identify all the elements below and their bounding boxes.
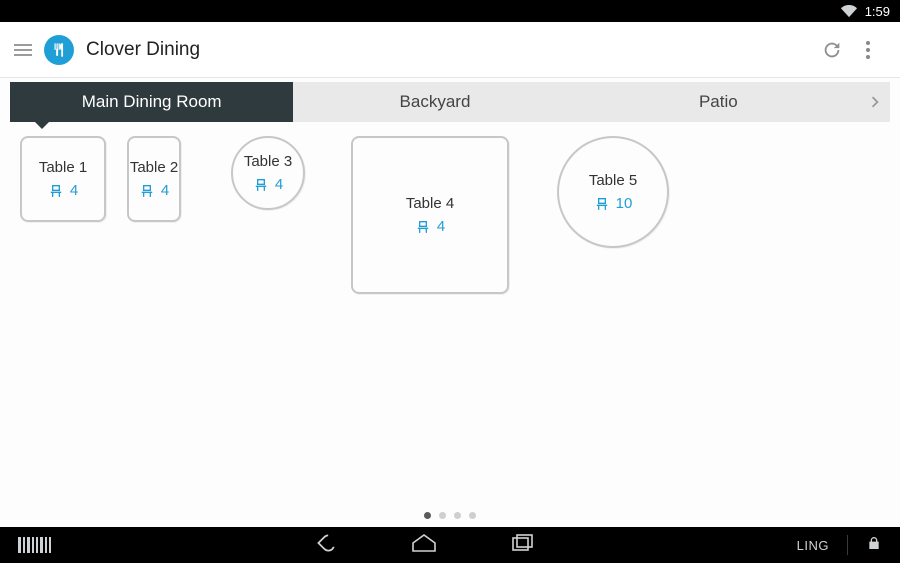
table-seat-count: 4 (139, 182, 169, 199)
menu-icon[interactable] (14, 44, 32, 56)
nav-user-label[interactable]: LING (797, 538, 829, 553)
table-name: Table 1 (39, 159, 87, 176)
table-5[interactable]: Table 5 10 (557, 136, 669, 248)
table-2[interactable]: Table 2 4 (127, 136, 181, 222)
tab-patio[interactable]: Patio (577, 82, 860, 122)
page-dot[interactable] (454, 512, 461, 519)
status-time: 1:59 (865, 4, 890, 19)
tab-label: Backyard (400, 92, 471, 112)
tabs-scroll-right-icon[interactable] (860, 82, 890, 122)
app-bar: Clover Dining (0, 22, 900, 78)
table-seat-count: 4 (415, 218, 445, 235)
seat-number: 4 (437, 218, 445, 235)
table-1[interactable]: Table 1 4 (20, 136, 106, 222)
table-seat-count: 4 (253, 176, 283, 193)
table-3[interactable]: Table 3 4 (231, 136, 305, 210)
tab-label: Patio (699, 92, 738, 112)
seat-number: 4 (70, 182, 78, 199)
page-dot[interactable] (424, 512, 431, 519)
page-dot[interactable] (469, 512, 476, 519)
lock-icon[interactable] (866, 535, 882, 556)
table-seat-count: 4 (48, 182, 78, 199)
nav-separator (847, 535, 848, 555)
nav-back-icon[interactable] (313, 530, 339, 561)
table-4[interactable]: Table 4 4 (351, 136, 509, 294)
app-title: Clover Dining (86, 39, 200, 61)
nav-home-icon[interactable] (409, 531, 439, 560)
app-logo-icon (44, 35, 74, 65)
tab-backyard[interactable]: Backyard (293, 82, 576, 122)
chair-icon (415, 219, 431, 235)
table-name: Table 2 (130, 159, 178, 176)
barcode-icon[interactable] (18, 537, 51, 553)
page-dot[interactable] (439, 512, 446, 519)
android-nav-bar: LING (0, 527, 900, 563)
chair-icon (139, 183, 155, 199)
nav-recent-icon[interactable] (509, 531, 535, 560)
chair-icon (594, 196, 610, 212)
page-indicator (0, 512, 900, 519)
overflow-menu-icon[interactable] (850, 32, 886, 68)
chair-icon (253, 177, 269, 193)
seat-number: 10 (616, 195, 633, 212)
table-name: Table 3 (244, 153, 292, 170)
table-name: Table 4 (406, 195, 454, 212)
seat-number: 4 (275, 176, 283, 193)
chair-icon (48, 183, 64, 199)
android-status-bar: 1:59 (0, 0, 900, 22)
refresh-icon[interactable] (814, 32, 850, 68)
section-tabs: Main Dining Room Backyard Patio (10, 82, 890, 122)
table-name: Table 5 (589, 172, 637, 189)
seat-number: 4 (161, 182, 169, 199)
floor-plan: Table 1 4 Table 2 4 Table 3 4 Table 4 4 Table 5 1… (0, 122, 900, 512)
table-seat-count: 10 (594, 195, 633, 212)
wifi-icon (841, 3, 857, 19)
tab-label: Main Dining Room (82, 92, 222, 112)
tab-main-dining-room[interactable]: Main Dining Room (10, 82, 293, 122)
